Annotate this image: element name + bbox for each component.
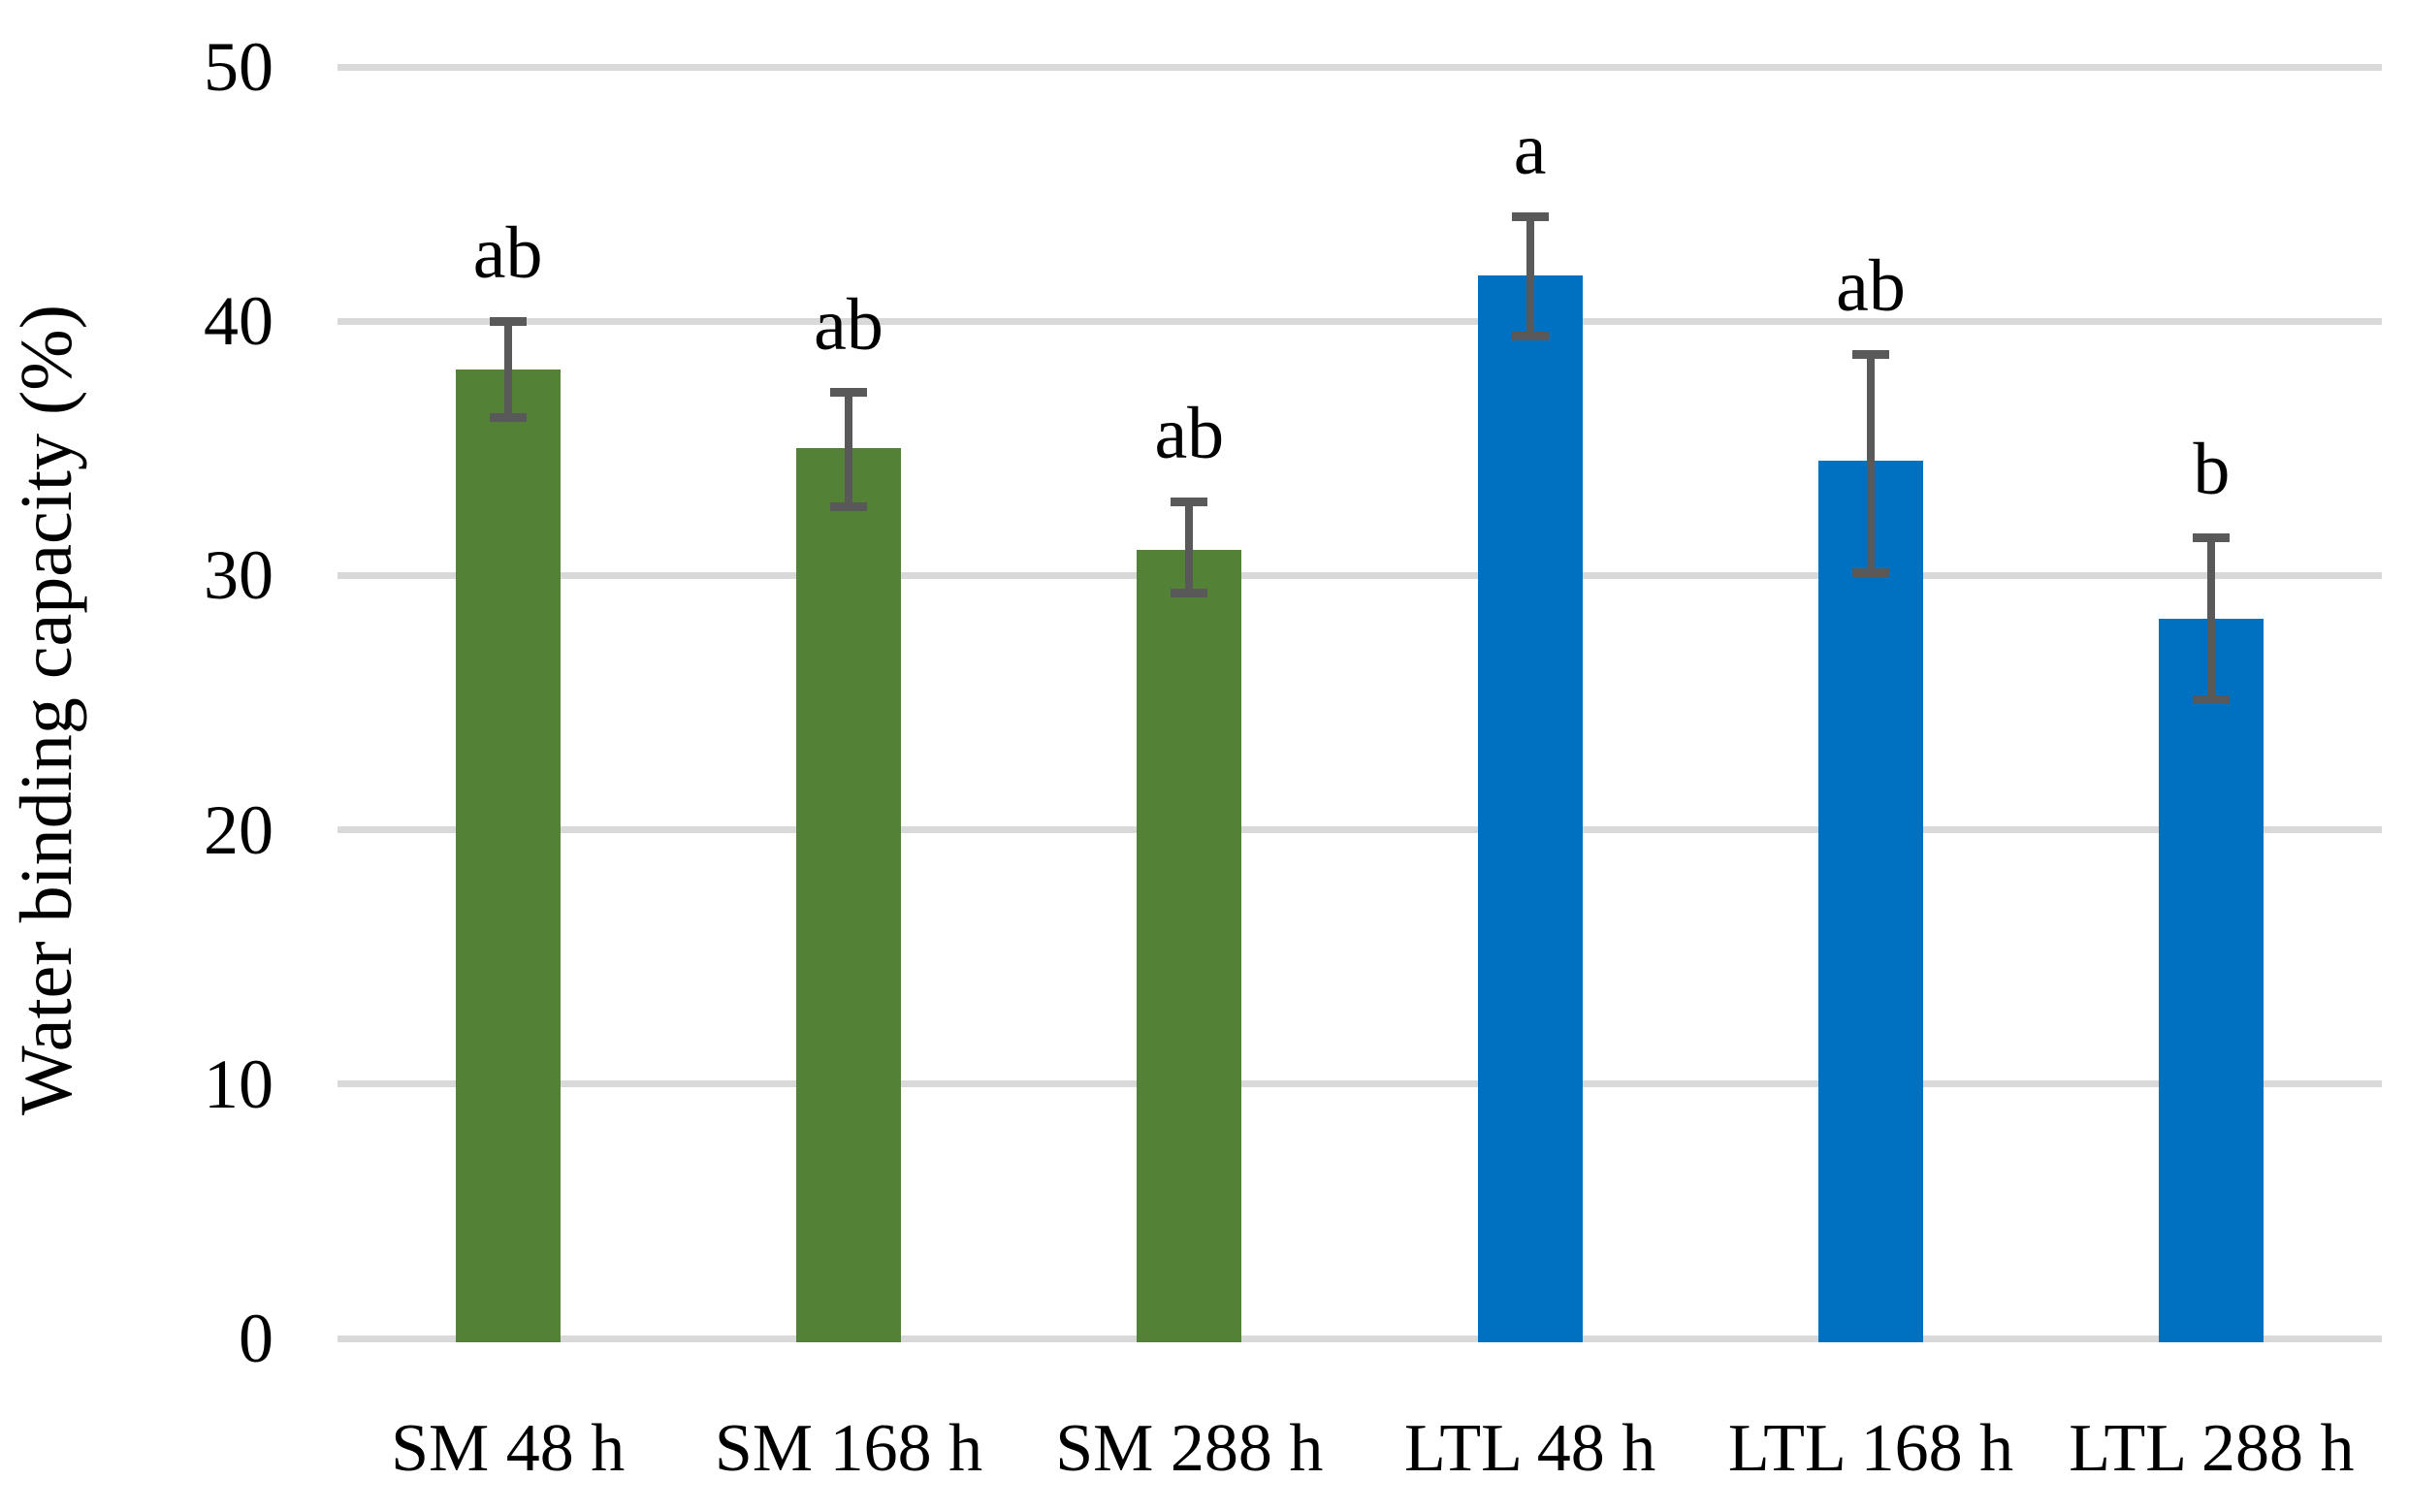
error-bar-bottom-cap-ltl-288-h [2193,695,2231,705]
significance-letter-ltl-48-h: a [1513,108,1547,190]
error-bar-bottom-cap-sm-168-h [830,502,867,512]
gridline-0 [337,1335,2382,1342]
error-bar-sm-288-h [1185,501,1194,594]
significance-letter-sm-288-h: ab [1154,393,1225,475]
x-axis-label-sm-48-h: SM 48 h [391,1411,626,1486]
gridline-50 [337,63,2382,71]
error-bar-top-cap-ltl-48-h [1511,212,1549,222]
y-axis-title: Water binding capacity (%) [6,305,87,1115]
significance-letter-ltl-168-h: ab [1836,245,1906,328]
y-tick-label-20: 20 [204,790,273,869]
bar-sm-48-h [455,370,561,1342]
y-tick-label-10: 10 [204,1045,273,1123]
error-bar-top-cap-ltl-288-h [2193,532,2231,542]
significance-letter-ltl-288-h: b [2193,429,2231,511]
x-axis-label-ltl-48-h: LTL 48 h [1404,1411,1656,1486]
error-bar-sm-168-h [845,392,852,507]
x-axis-label-sm-168-h: SM 168 h [714,1411,983,1486]
error-bar-top-cap-ltl-168-h [1852,349,1889,359]
y-tick-label-40: 40 [204,282,273,361]
error-bar-top-cap-sm-288-h [1171,497,1208,506]
gridline-30 [337,571,2382,579]
bar-ltl-168-h [1818,461,1923,1342]
error-bar-bottom-cap-sm-48-h [489,413,527,423]
error-bar-bottom-cap-sm-288-h [1171,589,1208,598]
y-tick-label-50: 50 [204,28,273,106]
significance-letter-sm-48-h: ab [472,212,543,295]
x-axis-label-ltl-288-h: LTL 288 h [2069,1411,2355,1486]
bar-sm-288-h [1137,550,1242,1342]
gridline-40 [337,317,2382,325]
gridline-20 [337,826,2382,834]
y-tick-label-30: 30 [204,536,273,615]
bar-ltl-48-h [1477,275,1583,1342]
x-axis-label-sm-288-h: SM 288 h [1055,1411,1324,1486]
plot-area: ab ab ab a ab b [337,63,2382,1342]
error-bar-bottom-cap-ltl-48-h [1511,332,1549,341]
error-bar-ltl-288-h [2207,537,2216,700]
error-bar-ltl-168-h [1867,354,1875,573]
y-tick-label-0: 0 [239,1300,273,1377]
significance-letter-sm-168-h: ab [814,283,883,366]
x-axis-label-ltl-168-h: LTL 168 h [1727,1411,2014,1486]
error-bar-ltl-48-h [1526,216,1534,337]
error-bar-top-cap-sm-168-h [830,388,867,398]
error-bar-sm-48-h [503,321,512,418]
error-bar-top-cap-sm-48-h [489,316,527,326]
bar-sm-168-h [796,448,901,1342]
bar-ltl-288-h [2159,618,2264,1342]
error-bar-bottom-cap-ltl-168-h [1852,568,1889,578]
gridline-10 [337,1080,2382,1088]
